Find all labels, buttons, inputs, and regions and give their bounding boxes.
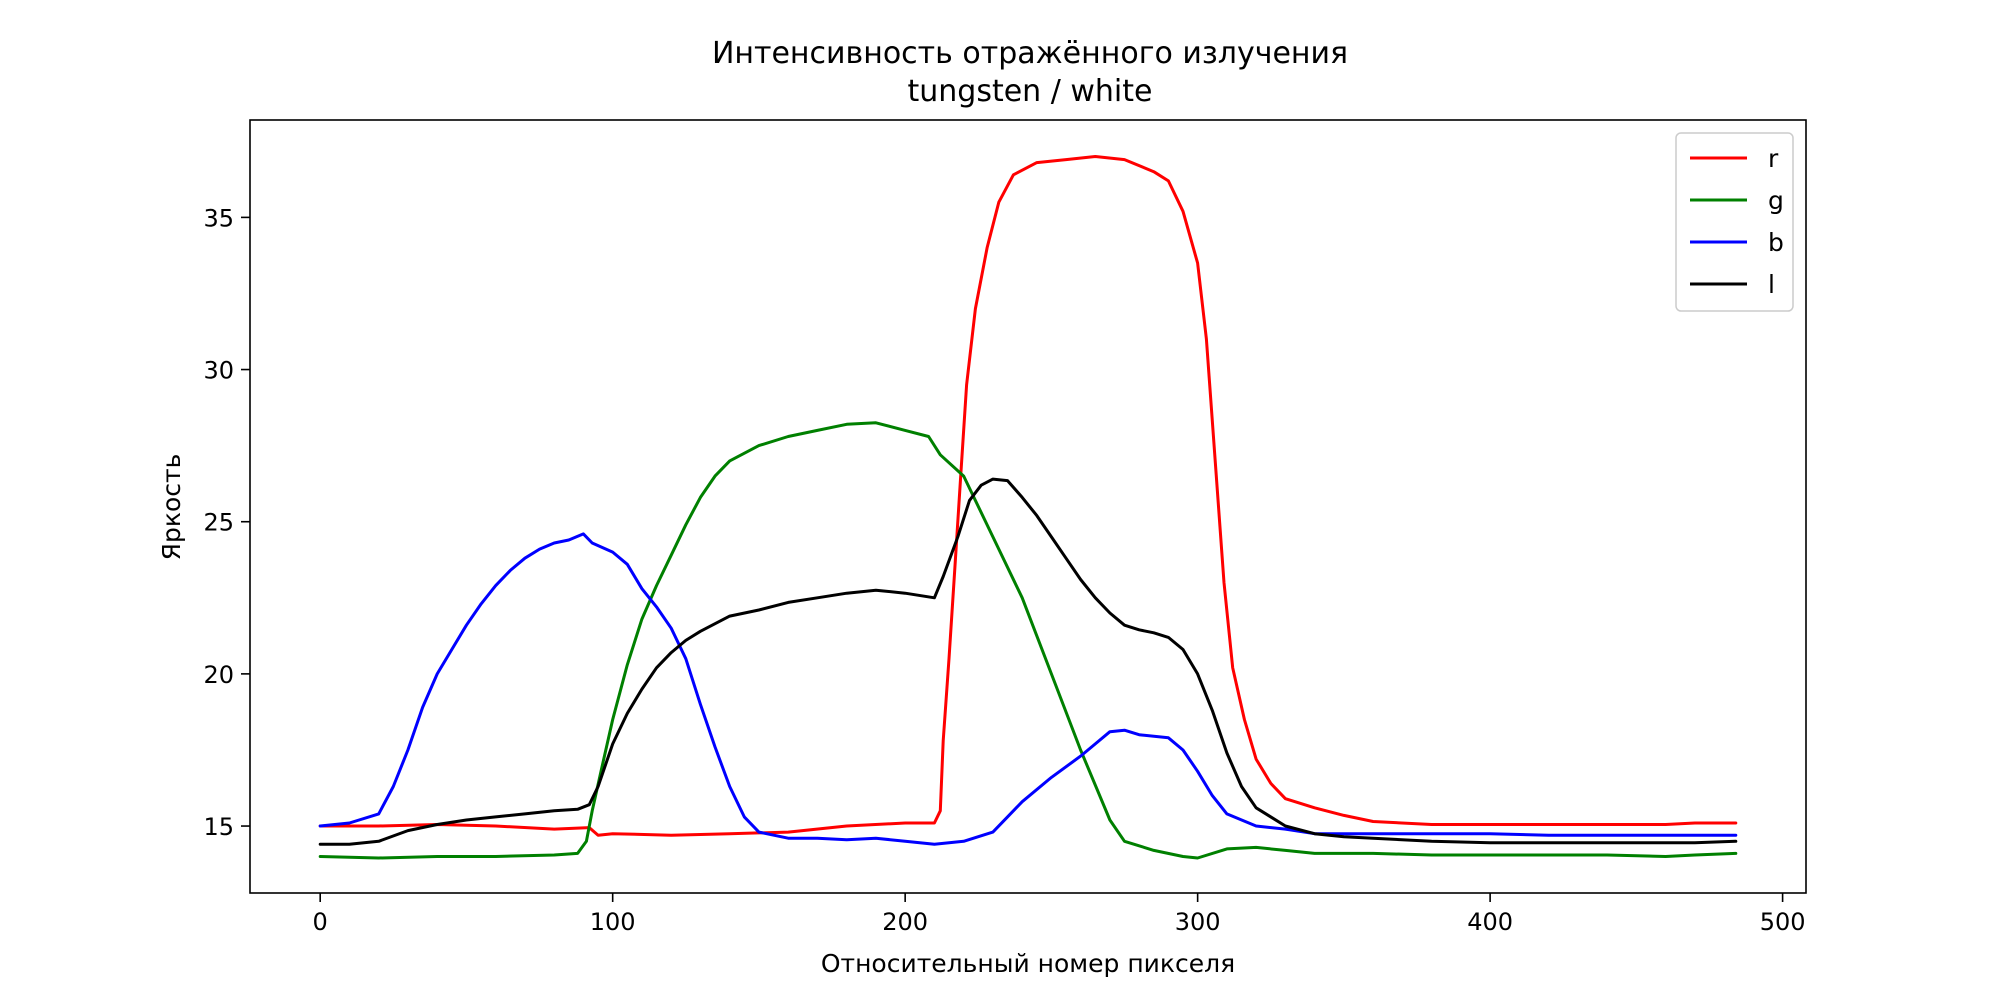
x-axis: 0 100 200 300 400 500	[313, 893, 1806, 936]
y-axis: 15 20 25 30 35	[203, 204, 250, 841]
y-tick-label: 15	[203, 813, 234, 841]
series-line-g	[318, 421, 1738, 860]
y-tick-label: 20	[203, 661, 234, 689]
y-axis-label: Яркость	[157, 454, 186, 561]
legend-label-b: b	[1768, 228, 1784, 257]
x-tick-label: 0	[313, 908, 328, 936]
x-tick-label: 500	[1760, 908, 1806, 936]
legend-label-l: l	[1768, 270, 1775, 299]
y-tick-label: 35	[203, 204, 234, 232]
x-tick-label: 200	[882, 908, 928, 936]
x-tick-label: 400	[1467, 908, 1513, 936]
chart-title: Интенсивность отражённого излучения	[712, 36, 1348, 71]
chart-subtitle: tungsten / white	[908, 74, 1153, 109]
x-axis-label: Относительный номер пикселя	[821, 949, 1235, 978]
y-tick-label: 25	[203, 509, 234, 537]
legend-box	[1675, 132, 1794, 312]
series-layer	[318, 155, 1738, 860]
x-tick-label: 100	[590, 908, 636, 936]
y-tick-label: 30	[203, 357, 234, 385]
plot-frame	[249, 119, 1807, 894]
x-tick-label: 300	[1175, 908, 1221, 936]
series-line-r	[318, 155, 1738, 837]
legend-label-r: r	[1768, 144, 1779, 173]
series-line-l	[318, 477, 1738, 846]
legend-label-g: g	[1768, 186, 1784, 215]
series-line-b	[318, 532, 1738, 846]
